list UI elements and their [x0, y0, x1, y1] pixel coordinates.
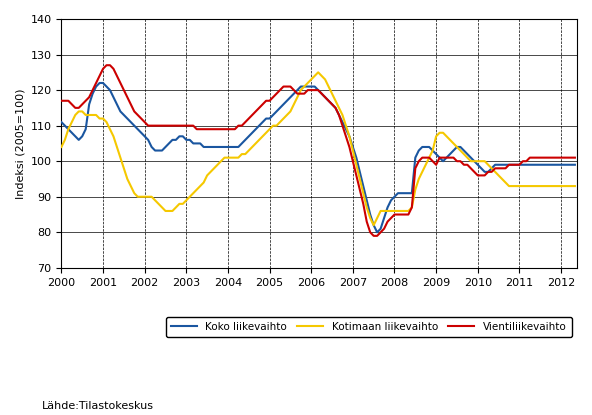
- Koko liikevaihto: [374, 230, 381, 235]
- Kotimaan liikevaihto: [370, 223, 377, 228]
- Line: Vientiliikevaihto: Vientiliikevaihto: [62, 65, 575, 236]
- Kotimaan liikevaihto: [179, 201, 186, 206]
- Kotimaan liikevaihto: [58, 144, 65, 149]
- Koko liikevaihto: [287, 95, 294, 100]
- Legend: Koko liikevaihto, Kotimaan liikevaihto, Vientiliikevaihto: Koko liikevaihto, Kotimaan liikevaihto, …: [166, 317, 572, 337]
- Line: Kotimaan liikevaihto: Kotimaan liikevaihto: [62, 72, 575, 225]
- Kotimaan liikevaihto: [284, 112, 291, 117]
- Koko liikevaihto: [58, 120, 65, 124]
- Vientiliikevaihto: [103, 63, 110, 68]
- Vientiliikevaihto: [370, 233, 377, 238]
- Vientiliikevaihto: [571, 155, 578, 160]
- Vientiliikevaihto: [287, 84, 294, 89]
- Vientiliikevaihto: [183, 123, 190, 128]
- Kotimaan liikevaihto: [401, 208, 408, 213]
- Kotimaan liikevaihto: [314, 70, 321, 75]
- Vientiliikevaihto: [127, 102, 134, 107]
- Kotimaan liikevaihto: [183, 198, 190, 203]
- Vientiliikevaihto: [186, 123, 194, 128]
- Koko liikevaihto: [571, 162, 578, 167]
- Koko liikevaihto: [127, 120, 134, 124]
- Koko liikevaihto: [401, 191, 408, 196]
- Kotimaan liikevaihto: [571, 183, 578, 188]
- Vientiliikevaihto: [58, 98, 65, 103]
- Kotimaan liikevaihto: [148, 194, 155, 199]
- Kotimaan liikevaihto: [124, 176, 131, 181]
- Koko liikevaihto: [186, 137, 194, 142]
- Koko liikevaihto: [152, 148, 159, 153]
- Koko liikevaihto: [183, 137, 190, 142]
- Y-axis label: Indeksi (2005=100): Indeksi (2005=100): [15, 88, 25, 199]
- Koko liikevaihto: [96, 81, 103, 85]
- Text: Lähde:Tilastokeskus: Lähde:Tilastokeskus: [41, 401, 153, 411]
- Vientiliikevaihto: [152, 123, 159, 128]
- Vientiliikevaihto: [401, 212, 408, 217]
- Line: Koko liikevaihto: Koko liikevaihto: [62, 83, 575, 232]
